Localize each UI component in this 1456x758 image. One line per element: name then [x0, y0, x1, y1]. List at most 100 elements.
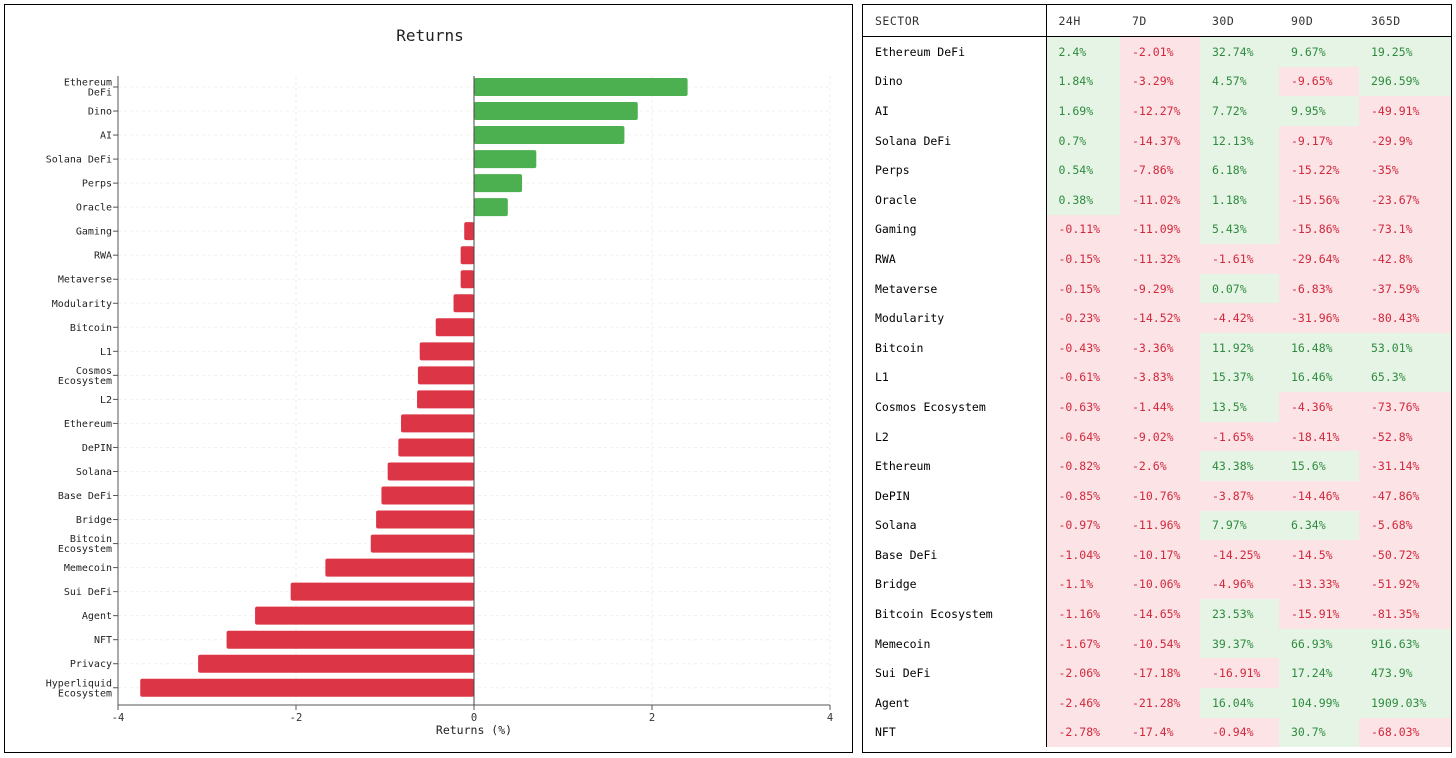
return-cell: -0.94% [1200, 717, 1279, 748]
sector-name-cell: Gaming [863, 214, 1047, 245]
return-cell: -0.15% [1046, 273, 1120, 304]
return-cell: -10.54% [1120, 628, 1200, 659]
return-cell: -9.17% [1279, 125, 1359, 156]
return-cell: 6.18% [1200, 155, 1279, 185]
return-cell: 19.25% [1359, 36, 1451, 67]
return-cell: 2.4% [1046, 36, 1120, 67]
return-cell: -29.64% [1279, 244, 1359, 274]
bar [474, 198, 508, 217]
y-tick-label: Solana DeFi [46, 155, 112, 166]
table-row: Cosmos Ecosystem -0.63% -1.44% 13.5% -4.36% -… [863, 392, 1451, 422]
return-cell: -73.76% [1359, 392, 1451, 422]
table-row: L1 -0.61% -3.83% 15.37% 16.46% 65.3% [863, 362, 1451, 393]
return-cell: 1909.03% [1359, 688, 1451, 718]
return-cell: -0.11% [1046, 214, 1120, 245]
bar [417, 366, 474, 385]
table-row: Gaming -0.11% -11.09% 5.43% -15.86% -73.1% [863, 214, 1451, 245]
return-cell: -14.46% [1279, 480, 1359, 511]
table-row: NFT -2.78% -17.4% -0.94% 30.7% -68.03% [863, 717, 1451, 748]
table-row: Solana DeFi 0.7% -14.37% 12.13% -9.17% -29.9% [863, 125, 1451, 156]
table-row: RWA -0.15% -11.32% -1.61% -29.64% -42.8% [863, 244, 1451, 274]
y-tick-label: Gaming [76, 227, 112, 238]
return-cell: -18.41% [1279, 421, 1359, 452]
bar [453, 294, 474, 313]
return-cell: 16.48% [1279, 332, 1359, 363]
return-cell: -52.8% [1359, 421, 1451, 452]
return-cell: -9.29% [1120, 273, 1200, 304]
sector-name-cell: L1 [863, 362, 1047, 393]
return-cell: 7.72% [1200, 96, 1279, 126]
bar [417, 390, 474, 409]
y-tick-label: Agent [82, 611, 112, 622]
return-cell: -2.06% [1046, 658, 1120, 689]
table-row: L2 -0.64% -9.02% -1.65% -18.41% -52.8% [863, 421, 1451, 452]
table-row: Dino 1.84% -3.29% 4.57% -9.65% 296.59% [863, 66, 1451, 97]
return-cell: 0.7% [1046, 125, 1120, 156]
return-cell: 53.01% [1359, 332, 1451, 363]
sector-name-cell: NFT [863, 717, 1047, 748]
return-cell: -35% [1359, 155, 1451, 185]
header-24h: 24H [1046, 5, 1120, 37]
bar [387, 462, 474, 481]
return-cell: -15.91% [1279, 599, 1359, 629]
return-cell: -0.82% [1046, 451, 1120, 481]
return-cell: -1.16% [1046, 599, 1120, 629]
sector-name-cell: Solana [863, 510, 1047, 541]
return-cell: -0.97% [1046, 510, 1120, 541]
bar [290, 582, 474, 601]
table-row: Bridge -1.1% -10.06% -4.96% -13.33% -51.92% [863, 569, 1451, 600]
bar [226, 630, 474, 649]
sector-name-cell: Sui DeFi [863, 658, 1047, 689]
table-row: DePIN -0.85% -10.76% -3.87% -14.46% -47.86% [863, 480, 1451, 511]
table-row: Ethereum DeFi 2.4% -2.01% 32.74% 9.67% 19.25% [863, 36, 1451, 67]
return-cell: -29.9% [1359, 125, 1451, 156]
returns-chart-panel: Returns Returns (%) -4 -2 0 2 4 Ethereum DeFi D… [4, 4, 853, 753]
return-cell: 5.43% [1200, 214, 1279, 245]
bar [398, 438, 474, 457]
return-cell: 65.3% [1359, 362, 1451, 393]
sector-name-cell: Cosmos Ecosystem [863, 392, 1047, 422]
return-cell: -47.86% [1359, 480, 1451, 511]
y-tick-label: Ecosystem [58, 376, 112, 387]
table-row: Ethereum -0.82% -2.6% 43.38% 15.6% -31.14% [863, 451, 1451, 481]
return-cell: 296.59% [1359, 66, 1451, 97]
header-90d: 90D [1279, 5, 1359, 37]
return-cell: 16.04% [1200, 688, 1279, 718]
y-tick-label: Solana [76, 467, 112, 478]
return-cell: 15.37% [1200, 362, 1279, 393]
y-tick-label: Modularity [52, 299, 112, 310]
y-tick-label: Privacy [70, 659, 112, 670]
return-cell: 11.92% [1200, 332, 1279, 363]
bar [474, 126, 625, 145]
sector-name-cell: Base DeFi [863, 540, 1047, 570]
bar [381, 486, 474, 505]
x-tick-label: -2 [290, 712, 303, 724]
return-cell: 4.57% [1200, 66, 1279, 97]
bars [140, 78, 688, 697]
return-cell: -15.22% [1279, 155, 1359, 185]
sector-returns-table: SECTOR 24H 7D 30D 90D 365D Ethereum DeFi… [863, 5, 1451, 748]
bar [474, 78, 688, 96]
bar [376, 510, 474, 529]
return-cell: -14.37% [1120, 125, 1200, 156]
table-row: Modularity -0.23% -14.52% -4.42% -31.96% -80.… [863, 303, 1451, 333]
return-cell: -6.83% [1279, 273, 1359, 304]
bar [255, 606, 474, 625]
return-cell: -4.42% [1200, 303, 1279, 333]
return-cell: -0.61% [1046, 362, 1120, 393]
sector-name-cell: RWA [863, 244, 1047, 274]
return-cell: -21.28% [1120, 688, 1200, 718]
sector-name-cell: Solana DeFi [863, 125, 1047, 156]
return-cell: -11.02% [1120, 184, 1200, 215]
table-row: Bitcoin -0.43% -3.36% 11.92% 16.48% 53.01% [863, 332, 1451, 363]
return-cell: -31.96% [1279, 303, 1359, 333]
return-cell: -3.83% [1120, 362, 1200, 393]
return-cell: -9.02% [1120, 421, 1200, 452]
y-tick-label: Hyperliquid [46, 678, 112, 689]
return-cell: 12.13% [1200, 125, 1279, 156]
return-cell: -2.46% [1046, 688, 1120, 718]
bar [401, 414, 474, 433]
return-cell: -0.23% [1046, 303, 1120, 333]
return-cell: 13.5% [1200, 392, 1279, 422]
